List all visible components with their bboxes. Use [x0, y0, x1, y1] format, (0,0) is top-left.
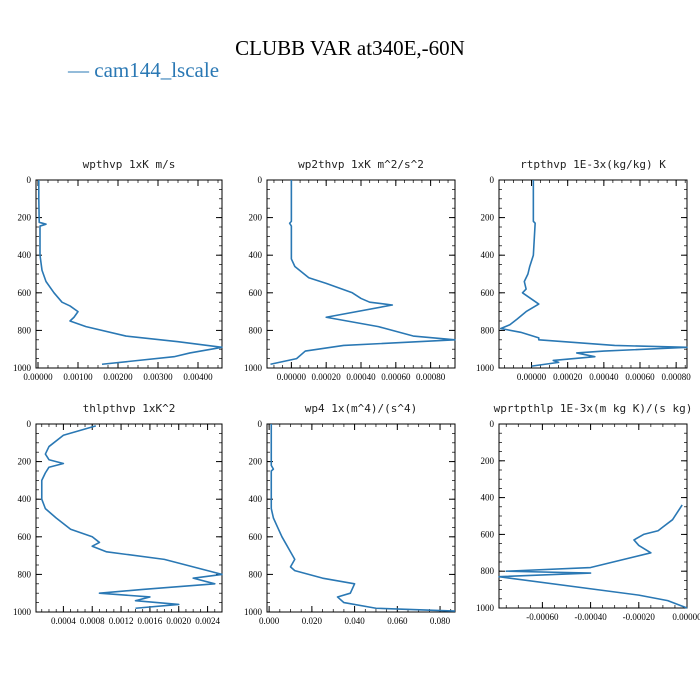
x-tick-label: 0.00000: [517, 372, 547, 382]
x-tick-label: 0.0024: [195, 616, 220, 626]
x-tick-label: 0.00200: [103, 372, 133, 382]
y-tick-label: 0: [258, 175, 263, 185]
x-tick-label: 0.00060: [381, 372, 411, 382]
x-tick-label: 0.0012: [109, 616, 134, 626]
y-tick-label: 800: [18, 325, 32, 335]
y-tick-label: 400: [18, 250, 32, 260]
y-tick-label: 400: [249, 494, 263, 504]
y-tick-label: 800: [481, 325, 495, 335]
y-tick-label: 800: [18, 569, 32, 579]
x-tick-label: 0.00300: [143, 372, 173, 382]
y-tick-label: 0: [490, 175, 495, 185]
y-tick-label: 600: [249, 532, 263, 542]
y-tick-label: 400: [481, 493, 495, 503]
series-line-cam144_lscale: [270, 424, 456, 612]
subplot-4: thlpthvp 1xK^2 0 200 400 600 800 1000 0.0004 0.0…: [13, 402, 223, 626]
subplot-title: thlpthvp 1xK^2: [83, 402, 176, 415]
y-tick-label: 600: [18, 288, 32, 298]
y-tick-label: 200: [481, 456, 495, 466]
subplot-title: wpthvp 1xK m/s: [83, 158, 176, 171]
y-tick-label: 600: [481, 288, 495, 298]
y-tick-label: 400: [249, 250, 263, 260]
y-tick-label: 200: [249, 213, 263, 223]
x-tick-label: 0.00080: [662, 372, 692, 382]
y-tick-label: 1000: [476, 603, 495, 613]
subplot-6: wprtpthlp 1E-3x(m kg K)/(s kg) 0 200 400 600…: [476, 402, 700, 622]
y-tick-label: 800: [249, 569, 263, 579]
y-tick-label: 800: [249, 325, 263, 335]
x-tick-label: 0.020: [302, 616, 323, 626]
subplot-title: wp2thvp 1xK m^2/s^2: [298, 158, 424, 171]
x-tick-label: 0.080: [430, 616, 451, 626]
y-tick-label: 1000: [476, 363, 495, 373]
plot-frame: [35, 423, 223, 613]
x-tick-label: 0.0008: [80, 616, 105, 626]
y-tick-label: 1000: [244, 363, 263, 373]
series-line-cam144_lscale: [500, 180, 688, 367]
y-tick-label: 800: [481, 566, 495, 576]
x-tick-label: -0.00060: [526, 612, 559, 622]
y-tick-label: 200: [249, 457, 263, 467]
figure-title: CLUBB VAR at340E,-60N: [235, 36, 465, 60]
series-line-cam144_lscale: [37, 180, 223, 366]
legend-label: cam144_lscale: [94, 58, 220, 82]
subplot-title: rtpthvp 1E-3x(kg/kg) K: [520, 158, 666, 171]
x-tick-label: -0.00040: [574, 612, 607, 622]
y-tick-label: 0: [490, 419, 495, 429]
y-tick-label: 600: [249, 288, 263, 298]
x-tick-label: 0.00040: [346, 372, 376, 382]
x-tick-label: 0.00000: [23, 372, 53, 382]
legend-line-symbol: —: [68, 58, 89, 82]
x-tick-label: 0.00060: [625, 372, 655, 382]
x-tick-label: -0.00020: [623, 612, 656, 622]
x-tick-label: 0.000: [259, 616, 280, 626]
x-tick-label: 0.00000: [277, 372, 307, 382]
x-tick-label: 0.00020: [553, 372, 583, 382]
y-tick-label: 1000: [13, 363, 32, 373]
plot-frame: [35, 179, 223, 369]
x-tick-label: 0.0016: [138, 616, 163, 626]
subplot-title: wprtpthlp 1E-3x(m kg K)/(s kg): [494, 402, 693, 415]
x-tick-label: 0.00000: [672, 612, 700, 622]
y-tick-label: 600: [481, 529, 495, 539]
y-tick-label: 0: [27, 419, 32, 429]
x-tick-label: 0.00080: [416, 372, 446, 382]
y-tick-label: 200: [18, 213, 32, 223]
x-tick-label: 0.0004: [51, 616, 76, 626]
x-tick-label: 0.040: [344, 616, 365, 626]
y-tick-label: 200: [18, 457, 32, 467]
series-line-cam144_lscale: [498, 504, 688, 609]
subplot-3: rtpthvp 1E-3x(kg/kg) K 0 200 400 600 800 1000 0…: [476, 158, 691, 382]
y-tick-label: 0: [258, 419, 263, 429]
y-tick-label: 600: [18, 532, 32, 542]
x-tick-label: 0.0020: [166, 616, 191, 626]
subplot-title: wp4 1x(m^4)/(s^4): [305, 402, 418, 415]
y-tick-label: 0: [27, 175, 32, 185]
x-tick-label: 0.00040: [589, 372, 619, 382]
x-tick-label: 0.00100: [63, 372, 93, 382]
y-tick-label: 200: [481, 213, 495, 223]
y-tick-label: 1000: [244, 607, 263, 617]
x-tick-label: 0.00400: [183, 372, 213, 382]
y-tick-label: 400: [481, 250, 495, 260]
plot-frame: [266, 423, 456, 613]
subplot-2: wp2thvp 1xK m^2/s^2 0 200 400 600 800 1000 0.00…: [244, 158, 456, 382]
series-line-cam144_lscale: [270, 180, 456, 366]
y-tick-label: 1000: [13, 607, 32, 617]
y-tick-label: 400: [18, 494, 32, 504]
series-line-cam144_lscale: [40, 425, 223, 610]
x-tick-label: 0.00020: [312, 372, 342, 382]
x-tick-label: 0.060: [387, 616, 408, 626]
plot-frame: [266, 179, 456, 369]
legend: — cam144_lscale: [68, 58, 219, 83]
